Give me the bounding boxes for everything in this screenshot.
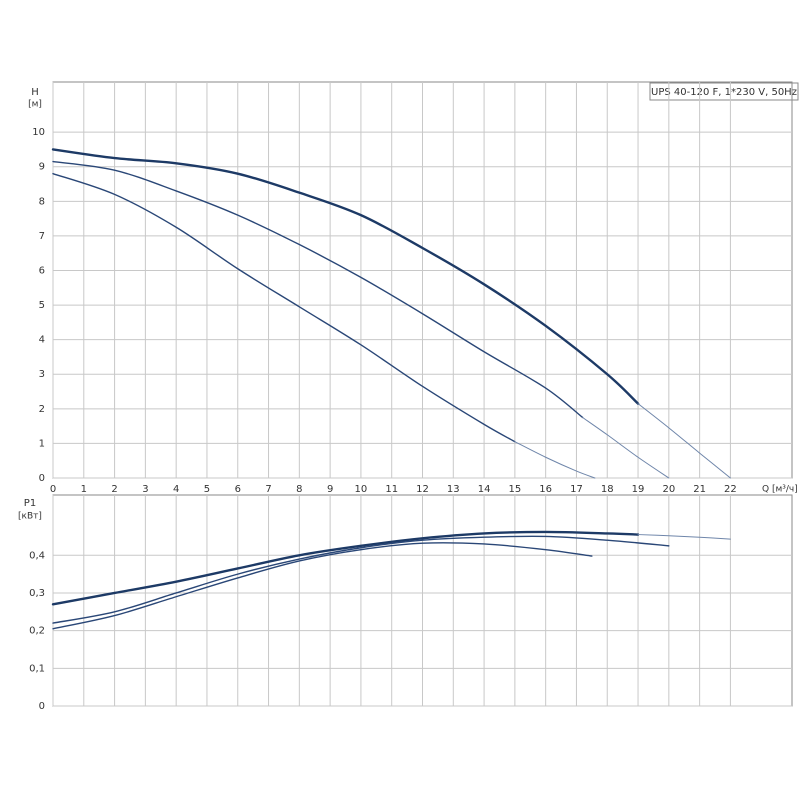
curve [52,172,516,443]
y-tick-label: 0,4 [29,550,45,561]
curve [52,535,670,624]
y-tick-label: 4 [39,335,45,346]
y-axis-unit: [м] [28,100,42,110]
x-tick-label: 21 [693,484,706,495]
y-tick-label: 0,2 [29,626,45,637]
x-tick-label: 15 [509,484,522,495]
x-tick-label: 3 [142,484,148,495]
y-tick-label: 0 [39,701,45,712]
y-tick-label: 0,1 [29,663,45,674]
curve [514,441,596,479]
x-tick-label: 16 [539,484,552,495]
x-tick-label: 1 [81,484,87,495]
x-tick-label: 5 [204,484,210,495]
x-tick-label: 10 [355,484,368,495]
y-axis-label: H [31,87,39,98]
y-tick-label: 9 [39,162,45,173]
y-tick-label: 10 [32,127,45,138]
x-tick-label: 8 [296,484,302,495]
y-tick-label: 5 [39,300,45,311]
x-tick-label: 19 [632,484,645,495]
x-tick-label: 18 [601,484,614,495]
x-tick-label: 11 [385,484,398,495]
x-axis-label: Q [м³/ч] [762,485,798,495]
y-tick-label: 6 [39,265,45,276]
x-tick-label: 6 [235,484,241,495]
x-tick-label: 9 [327,484,333,495]
x-tick-label: 0 [50,484,56,495]
y-tick-label: 7 [39,231,45,242]
x-tick-label: 4 [173,484,179,495]
x-tick-label: 20 [662,484,675,495]
curve [51,148,640,405]
x-tick-label: 7 [265,484,271,495]
curve [637,534,731,540]
y-tick-label: 0 [39,473,45,484]
y-tick-label: 3 [39,369,45,380]
curve [582,416,670,479]
y-tick-label: 2 [39,404,45,415]
x-tick-label: 17 [570,484,583,495]
x-tick-label: 22 [724,484,737,495]
chart-title: UPS 40-120 F, 1*230 V, 50Hz [651,87,797,98]
y-tick-label: 8 [39,196,45,207]
curve [637,403,731,479]
curve [52,160,584,419]
y-tick-label: 0,3 [29,588,45,599]
x-tick-label: 14 [478,484,491,495]
y-tick-label: 1 [39,438,45,449]
title-box [649,82,799,101]
curve [51,530,640,606]
x-tick-label: 12 [416,484,429,495]
x-tick-label: 2 [111,484,117,495]
curve [52,542,593,630]
y-axis-unit: [кВт] [18,512,42,522]
x-tick-label: 13 [447,484,460,495]
y-axis-label: P1 [24,498,36,509]
